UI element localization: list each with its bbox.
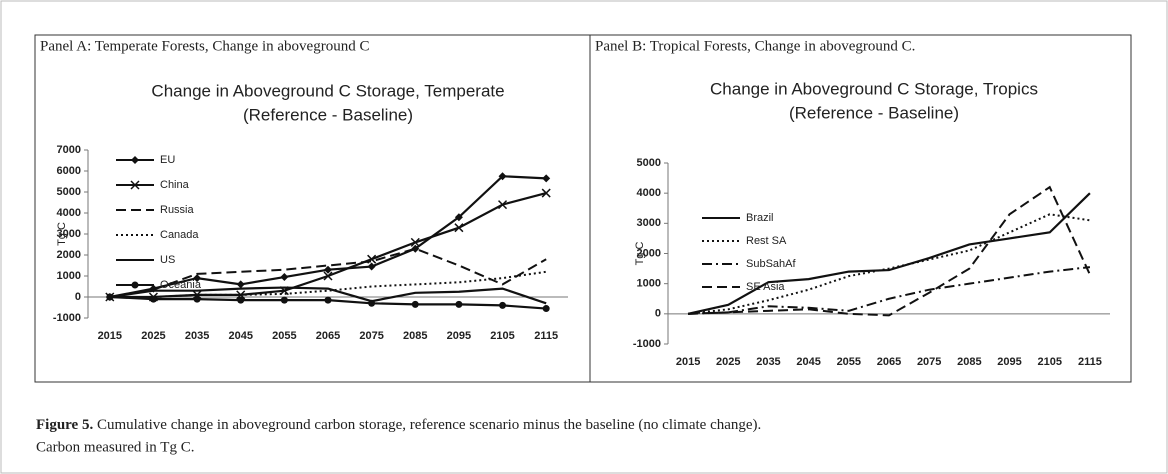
x-tick-label: 2045 bbox=[796, 356, 820, 368]
x-tick-label: 2045 bbox=[228, 330, 252, 342]
series-line bbox=[688, 185, 1091, 317]
x-tick-label: 2035 bbox=[756, 356, 780, 368]
marker bbox=[499, 301, 507, 309]
caption-text: Cumulative change in aboveground carbon … bbox=[97, 417, 761, 433]
y-tick-label: -1000 bbox=[53, 312, 81, 324]
x-tick-label: 2015 bbox=[98, 330, 122, 342]
series-line bbox=[687, 192, 1091, 315]
x-tick-label: 2065 bbox=[877, 356, 901, 368]
x-tick-label: 2085 bbox=[957, 356, 981, 368]
marker bbox=[280, 273, 289, 282]
legend-label: SE Asia bbox=[746, 281, 785, 293]
marker bbox=[324, 296, 332, 304]
x-tick-label: 2095 bbox=[997, 356, 1021, 368]
x-tick-label: 2065 bbox=[316, 330, 340, 342]
y-axis-label: Tg C bbox=[634, 242, 646, 266]
marker bbox=[498, 172, 507, 181]
series-line bbox=[109, 247, 547, 298]
y-tick-label: 4000 bbox=[637, 187, 661, 199]
marker bbox=[541, 188, 551, 198]
y-tick-label: 1000 bbox=[57, 270, 81, 282]
x-tick-label: 2055 bbox=[272, 330, 296, 342]
marker bbox=[193, 295, 201, 303]
chart-title: Change in Aboveground C Storage, Tempera… bbox=[151, 81, 504, 100]
marker bbox=[455, 300, 463, 308]
panel-label: Panel B: Tropical Forests, Change in abo… bbox=[595, 38, 915, 54]
marker bbox=[410, 237, 420, 247]
marker bbox=[323, 271, 333, 281]
marker bbox=[149, 295, 157, 303]
chart-subtitle: (Reference - Baseline) bbox=[789, 103, 959, 122]
y-axis-label: Tg C bbox=[56, 222, 68, 246]
panel-label: Panel A: Temperate Forests, Change in ab… bbox=[40, 38, 369, 54]
marker bbox=[367, 262, 376, 271]
x-tick-label: 2115 bbox=[1078, 356, 1102, 368]
legend-label: Russia bbox=[160, 204, 195, 216]
x-tick-label: 2035 bbox=[185, 330, 209, 342]
legend-label: US bbox=[160, 254, 175, 266]
y-tick-label: 1000 bbox=[637, 278, 661, 290]
marker bbox=[131, 281, 139, 289]
legend-label: Brazil bbox=[746, 212, 774, 224]
marker bbox=[106, 293, 114, 301]
series-line bbox=[687, 213, 1091, 315]
marker bbox=[411, 300, 419, 308]
legend-label: Canada bbox=[160, 229, 199, 241]
marker bbox=[237, 296, 245, 304]
y-tick-label: 3000 bbox=[57, 228, 81, 240]
marker bbox=[368, 299, 376, 307]
legend-label: EU bbox=[160, 154, 175, 166]
chart-title: Change in Aboveground C Storage, Tropics bbox=[710, 79, 1038, 98]
y-tick-label: 2000 bbox=[637, 247, 661, 259]
caption-text-continued: Carbon measured in Tg C. bbox=[36, 439, 194, 455]
marker bbox=[454, 213, 463, 222]
marker bbox=[324, 265, 332, 274]
y-tick-label: 7000 bbox=[57, 144, 81, 156]
y-tick-label: 0 bbox=[655, 308, 661, 320]
marker bbox=[411, 244, 420, 253]
x-tick-label: 2075 bbox=[917, 356, 941, 368]
marker bbox=[280, 296, 288, 304]
x-tick-label: 2095 bbox=[447, 330, 471, 342]
y-tick-label: 5000 bbox=[57, 186, 81, 198]
caption-label: Figure 5. bbox=[36, 417, 93, 433]
legend-label: China bbox=[160, 179, 190, 191]
x-tick-label: 2105 bbox=[490, 330, 514, 342]
marker bbox=[130, 180, 140, 190]
chart-subtitle: (Reference - Baseline) bbox=[243, 105, 413, 124]
y-tick-label: 5000 bbox=[637, 157, 661, 169]
x-tick-label: 2055 bbox=[837, 356, 861, 368]
y-tick-label: 6000 bbox=[57, 165, 81, 177]
y-tick-label: 0 bbox=[75, 291, 81, 303]
caption: Figure 5. Cumulative change in abovegrou… bbox=[36, 417, 761, 433]
marker bbox=[454, 223, 464, 233]
x-tick-label: 2085 bbox=[403, 330, 427, 342]
marker bbox=[236, 280, 245, 289]
marker bbox=[542, 174, 551, 183]
marker bbox=[498, 200, 508, 210]
y-tick-label: 2000 bbox=[57, 249, 81, 261]
y-tick-label: 4000 bbox=[57, 207, 81, 219]
panel-border bbox=[589, 34, 1132, 383]
marker bbox=[131, 156, 139, 164]
legend-label: Oceania bbox=[160, 279, 202, 291]
marker bbox=[542, 305, 550, 313]
x-tick-label: 2015 bbox=[676, 356, 700, 368]
x-tick-label: 2075 bbox=[359, 330, 383, 342]
y-tick-label: -1000 bbox=[633, 338, 661, 350]
legend-label: Rest SA bbox=[746, 235, 787, 247]
y-tick-label: 3000 bbox=[637, 217, 661, 229]
x-tick-label: 2025 bbox=[716, 356, 740, 368]
x-tick-label: 2105 bbox=[1037, 356, 1061, 368]
series-line bbox=[109, 286, 547, 305]
marker bbox=[193, 274, 202, 283]
series-line bbox=[688, 266, 1091, 315]
x-tick-label: 2025 bbox=[141, 330, 165, 342]
x-tick-label: 2115 bbox=[534, 330, 558, 342]
legend-label: SubSahAf bbox=[746, 258, 796, 270]
